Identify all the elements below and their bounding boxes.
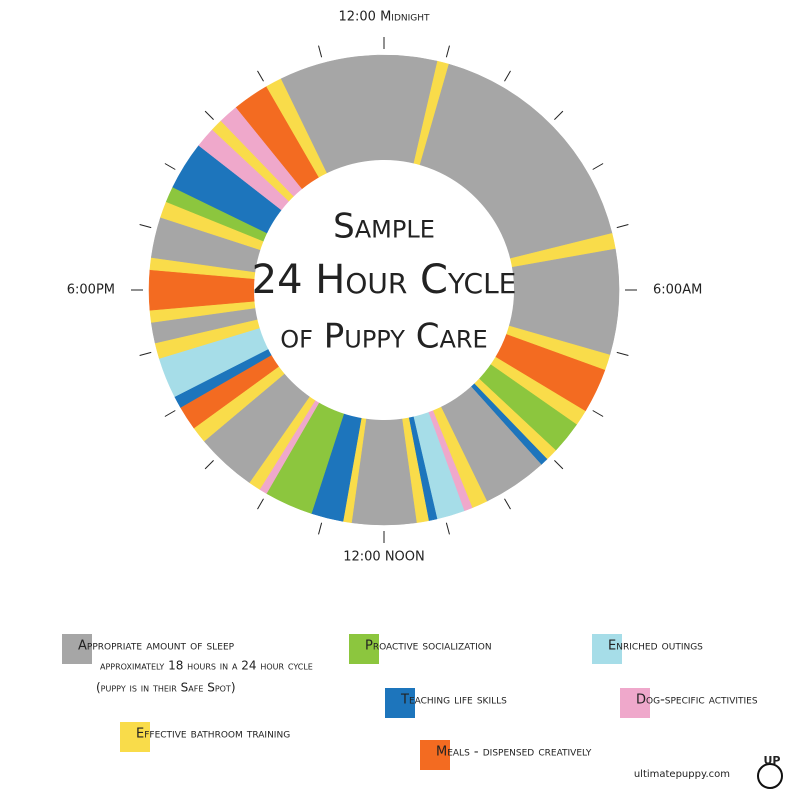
clock-label: 6:00PM [67,283,115,298]
hour-tick [204,460,214,470]
hour-tick [139,351,152,356]
hour-tick [554,110,564,120]
hour-tick [592,410,604,417]
hour-tick [616,351,629,356]
legend-swatch [592,634,622,664]
hour-tick [318,522,323,535]
ring [148,54,620,526]
center-circle [254,160,514,420]
clock-label: 12:00 NOON [343,550,425,565]
legend-swatch [420,740,450,770]
legend-swatch [349,634,379,664]
footer: ultimatepuppy.com [634,769,730,780]
hour-tick [164,410,176,417]
title-line: 24 Hour Cycle [252,257,517,303]
hour-tick [139,224,152,229]
hour-tick [257,498,264,510]
legend-label: Teaching life skills [400,693,507,708]
legend-swatch [120,722,150,752]
legend-label: Effective bathroom training [136,727,290,742]
clock-label: 12:00 Midnight [338,10,430,25]
hour-tick [445,522,450,535]
legend-label: Enriched outings [608,639,703,654]
logo-badge [757,763,783,789]
hour-tick [318,45,323,58]
hour-tick [592,163,604,170]
legend-label: Dog-specific activities [636,693,758,708]
title-line: of Puppy Care [280,317,487,357]
legend-label: Appropriate amount of sleep [78,639,235,654]
hour-tick [257,70,264,82]
clock-label: 6:00AM [653,283,702,298]
legend: Appropriate amount of sleep approximately… [62,634,758,770]
hour-tick [204,110,214,120]
legend-swatch [385,688,415,718]
hour-tick [445,45,450,58]
legend-label: Meals - dispensed creatively [436,745,592,760]
logo: UP [764,754,781,767]
legend-detail: approximately 18 hours in a 24 hour cycl… [100,659,313,673]
legend-swatch [620,688,650,718]
hour-tick [164,163,176,170]
hour-tick [616,224,629,229]
legend-label: Proactive socialization [365,639,492,654]
hour-tick [554,460,564,470]
legend-swatch [62,634,92,664]
hour-tick [504,498,511,510]
legend-detail: (puppy is in their Safe Spot) [96,681,236,695]
title-line: Sample [333,207,435,247]
hour-tick [504,70,511,82]
